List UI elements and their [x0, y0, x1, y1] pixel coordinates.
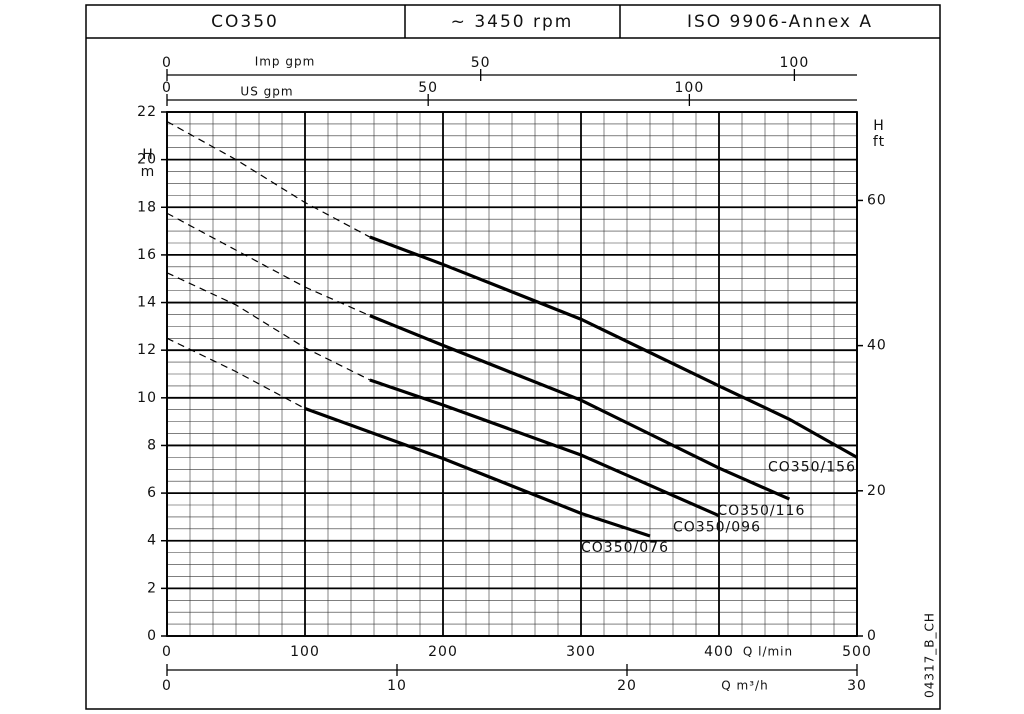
y-axis-label: H: [142, 147, 154, 163]
secondary-tick-label: 0: [162, 55, 172, 71]
standard: ISO 9906-Annex A: [687, 12, 873, 32]
secondary-tick-label: 50: [418, 80, 438, 96]
extrapolated-curve: [166, 337, 306, 410]
x-tick-label: 500: [842, 644, 872, 660]
secondary-axis-label: Imp gpm: [255, 55, 316, 69]
curve-label: CO350/156: [768, 459, 856, 475]
secondary-tick-label: 10: [387, 678, 407, 694]
secondary-tick-label: 0: [162, 678, 172, 694]
y2-axis-label: H: [873, 118, 885, 134]
curve-label: CO350/076: [581, 540, 669, 556]
y2-axis-unit: ft: [873, 134, 885, 150]
drawing-code: 04317_B_CH: [923, 612, 937, 698]
pump-curve: [304, 407, 651, 538]
pump-curve: [369, 378, 720, 518]
x-tick-label: 0: [162, 644, 172, 660]
y2-tick-label: 40: [867, 338, 887, 354]
x-axis-label: Q l/min: [743, 645, 793, 659]
y-tick-label: 20: [137, 152, 157, 168]
secondary-tick-label: 100: [780, 55, 810, 71]
x-tick-label: 300: [566, 644, 596, 660]
y-tick-label: 18: [137, 199, 157, 215]
y-tick-label: 8: [147, 437, 157, 453]
y2-tick-label: 0: [867, 628, 877, 644]
curve-label: CO350/116: [717, 503, 805, 519]
y-tick-label: 0: [147, 628, 157, 644]
y-tick-label: 4: [147, 533, 157, 549]
x-tick-label: 100: [290, 644, 320, 660]
y-tick-label: 2: [147, 580, 157, 596]
y-tick-label: 16: [137, 247, 157, 263]
secondary-tick-label: 100: [675, 80, 705, 96]
secondary-axis-label: US gpm: [240, 85, 293, 99]
y-tick-label: 22: [137, 104, 157, 120]
y-tick-label: 14: [137, 295, 157, 311]
extrapolated-curve: [166, 212, 371, 317]
secondary-tick-label: 0: [162, 80, 172, 96]
speed: ~ 3450 rpm: [451, 12, 574, 32]
y2-tick-label: 20: [867, 483, 887, 499]
pump-curve: [369, 314, 791, 501]
model: CO350: [211, 12, 279, 32]
secondary-tick-label: 50: [471, 55, 491, 71]
curve-label: CO350/096: [673, 520, 761, 536]
pump-curve: [369, 235, 858, 459]
y-tick-label: 6: [147, 485, 157, 501]
secondary-tick-label: 30: [847, 678, 867, 694]
extrapolated-curve: [166, 272, 371, 381]
y2-tick-label: 60: [867, 192, 887, 208]
y-tick-label: 10: [137, 390, 157, 406]
secondary-axis-label: Q m³/h: [721, 679, 768, 693]
x-tick-label: 200: [428, 644, 458, 660]
plot-frame: [166, 111, 858, 637]
y-tick-label: 12: [137, 342, 157, 358]
secondary-tick-label: 20: [617, 678, 637, 694]
extrapolated-curve: [166, 121, 371, 238]
frame: [85, 4, 941, 710]
y-axis-unit: m: [141, 164, 156, 180]
x-tick-label: 400: [704, 644, 734, 660]
